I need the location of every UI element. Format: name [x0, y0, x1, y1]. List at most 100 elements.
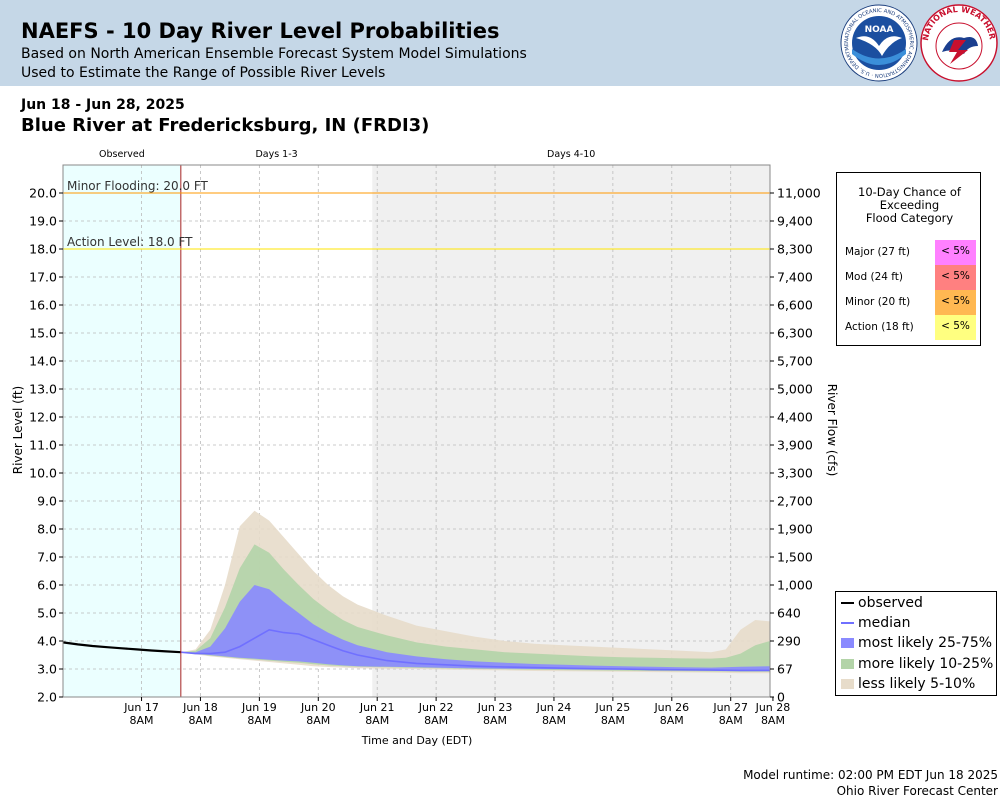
y2-tick-label: 640	[777, 606, 801, 621]
chart-legend: observed median most likely 25-75% more …	[835, 591, 997, 696]
y-tick-label: 5.0	[37, 606, 57, 621]
flood-row-value: < 5%	[935, 265, 976, 290]
y-tick-label: 10.0	[29, 466, 57, 481]
legend-swatch-more-likely	[841, 659, 854, 669]
y2-tick-label: 4,400	[777, 410, 813, 425]
x-tick-label-day: Jun 28	[755, 701, 791, 714]
x-tick-label-day: Jun 18	[182, 701, 218, 714]
y2-tick-label: 5,700	[777, 354, 813, 369]
x-tick-label-day: Jun 17	[123, 701, 159, 714]
flood-row-value: < 5%	[935, 290, 976, 315]
forecast-center: Ohio River Forecast Center	[836, 784, 998, 798]
x-tick-label-day: Jun 27	[712, 701, 748, 714]
y-tick-label: 9.0	[37, 494, 57, 509]
page-title: NAEFS - 10 Day River Level Probabilities	[21, 19, 500, 43]
legend-label: most likely 25-75%	[858, 635, 993, 651]
y2-tick-label: 67	[777, 662, 793, 677]
legend-label: more likely 10-25%	[858, 656, 994, 672]
x-tick-label-time: 8AM	[483, 714, 507, 727]
period-label: Days 4-10	[547, 149, 595, 160]
flood-title-line: Exceeding	[879, 198, 940, 212]
y-tick-label: 14.0	[29, 354, 57, 369]
legend-item-observed: observed	[841, 593, 923, 613]
flood-title-line: Flood Category	[865, 211, 954, 225]
flood-row-major: Major (27 ft) < 5%	[837, 240, 980, 265]
legend-item-most-likely: most likely 25-75%	[841, 633, 992, 653]
x-tick-label-day: Jun 26	[653, 701, 689, 714]
x-tick-label-day: Jun 21	[359, 701, 395, 714]
y2-tick-label: 6,600	[777, 298, 813, 313]
period-background	[372, 165, 770, 697]
flood-table-title: 10-Day Chance of Exceeding Flood Categor…	[837, 186, 982, 225]
x-tick-label-time: 8AM	[660, 714, 684, 727]
flood-row-label: Minor (20 ft)	[845, 296, 911, 308]
y2-tick-label: 6,300	[777, 326, 813, 341]
subtitle-line-2: Used to Estimate the Range of Possible R…	[21, 65, 386, 81]
axis-labels: River Level (ft) River Flow (cfs) Time a…	[11, 384, 839, 747]
threshold-label: Action Level: 18.0 FT	[67, 235, 193, 249]
x-tick-label-time: 8AM	[306, 714, 330, 727]
y2-tick-label: 0	[777, 690, 785, 705]
y-tick-label: 19.0	[29, 214, 57, 229]
noaa-logo-text: NOAA	[865, 25, 894, 35]
x-tick-label-time: 8AM	[761, 714, 785, 727]
y2-tick-label: 5,000	[777, 382, 813, 397]
y2-tick-label: 3,900	[777, 438, 813, 453]
legend-swatch-median	[841, 622, 854, 624]
location-title: Blue River at Fredericksburg, IN (FRDI3)	[21, 115, 430, 136]
x-tick-label-day: Jun 20	[300, 701, 336, 714]
legend-item-median: median	[841, 613, 910, 633]
flood-row-value: < 5%	[935, 315, 976, 340]
probability-bands	[180, 510, 771, 674]
grid-lines	[63, 165, 770, 698]
flood-row-action: Action (18 ft) < 5%	[837, 315, 980, 340]
y-tick-label: 18.0	[29, 242, 57, 257]
flood-row-value: < 5%	[935, 240, 976, 265]
y2-tick-label: 1,000	[777, 578, 813, 593]
y-tick-label: 16.0	[29, 298, 57, 313]
chart-axes: 2.0 0 3.0 67 4.0 290 5.0 640 6.0 1,000 7.0 1,500 8.0…	[29, 164, 821, 727]
x-tick-label-time: 8AM	[130, 714, 154, 727]
y2-tick-label: 7,400	[777, 270, 813, 285]
legend-swatch-observed	[841, 602, 854, 604]
threshold-lines: Minor Flooding: 20.0 FT Action Level: 18.…	[63, 179, 770, 250]
period-background	[63, 165, 181, 697]
x-tick-label-time: 8AM	[424, 714, 448, 727]
x-tick-label-time: 8AM	[365, 714, 389, 727]
y-tick-label: 4.0	[37, 634, 57, 649]
noaa-logo: NATIONAL OCEANIC AND ATMOSPHERIC ADMINIS…	[840, 4, 918, 82]
legend-label: median	[858, 615, 911, 631]
y2-tick-label: 290	[777, 634, 801, 649]
y2-tick-label: 8,300	[777, 242, 813, 257]
observed-line	[62, 641, 181, 654]
period-label: Observed	[99, 149, 145, 160]
flood-row-moderate: Mod (24 ft) < 5%	[837, 265, 980, 290]
y-tick-label: 2.0	[37, 690, 57, 705]
legend-item-less-likely: less likely 5-10%	[841, 674, 975, 694]
subtitle-line-1: Based on North American Ensemble Forecas…	[21, 46, 527, 62]
plot-frame	[62, 164, 771, 698]
flood-row-label: Mod (24 ft)	[845, 271, 904, 283]
y-tick-label: 17.0	[29, 270, 57, 285]
date-range: Jun 18 - Jun 28, 2025	[21, 97, 185, 113]
x-tick-label-time: 8AM	[719, 714, 743, 727]
y2-tick-label: 3,300	[777, 466, 813, 481]
x-tick-label-day: Jun 24	[536, 701, 572, 714]
header-banner: NAEFS - 10 Day River Level Probabilities…	[0, 0, 1000, 86]
y-tick-label: 13.0	[29, 382, 57, 397]
y2-tick-label: 2,700	[777, 494, 813, 509]
flood-row-label: Major (27 ft)	[845, 246, 911, 258]
flood-title-line: 10-Day Chance of	[858, 185, 961, 199]
period-label: Days 1-3	[255, 149, 297, 160]
x-tick-label-day: Jun 22	[418, 701, 454, 714]
band-most-likely	[180, 585, 771, 671]
y-tick-label: 11.0	[29, 438, 57, 453]
median-line	[180, 628, 770, 672]
y2-tick-label: 1,900	[777, 522, 813, 537]
y-tick-label: 3.0	[37, 662, 57, 677]
legend-swatch-most-likely	[841, 638, 854, 648]
nws-logo: NATIONAL WEATHER SERVICE	[920, 4, 998, 82]
y-tick-label: 15.0	[29, 326, 57, 341]
x-axis-label: Time and Day (EDT)	[361, 734, 473, 747]
